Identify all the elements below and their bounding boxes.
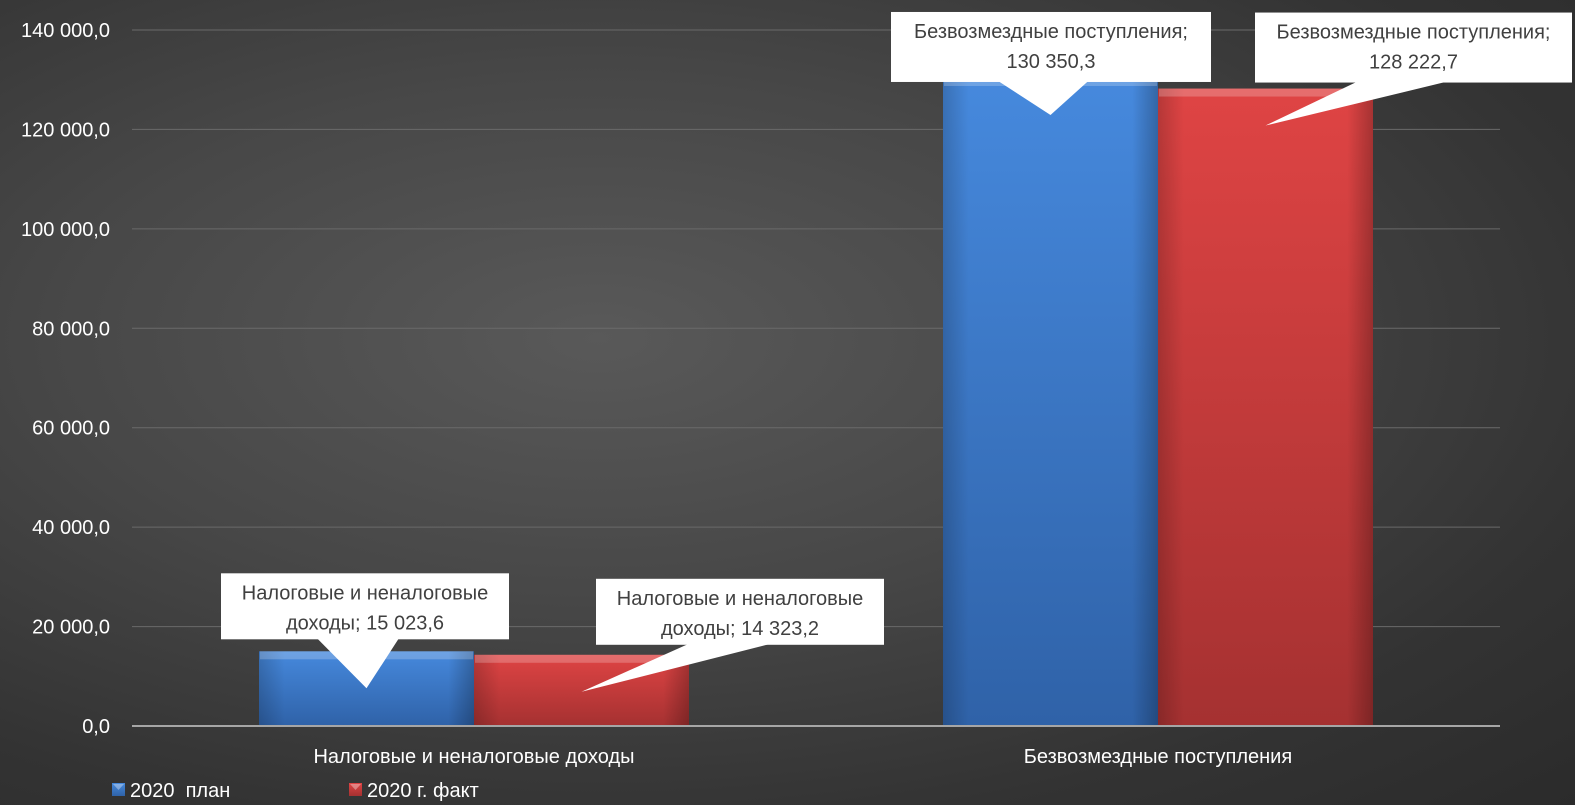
data-label-1-1: Безвозмездные поступления; 128 222,7: [1255, 12, 1572, 126]
legend-swatch: [112, 783, 125, 796]
y-tick-label: 80 000,0: [32, 318, 110, 340]
callout-pointer: [996, 79, 1090, 115]
x-axis-category-labels: Налоговые и неналоговые доходы Безвозмезд…: [313, 746, 1292, 768]
callout-text: 130 350,3: [1007, 51, 1096, 73]
callout-text: доходы; 15 023,6: [286, 612, 444, 634]
callout-text: Безвозмездные поступления;: [914, 21, 1188, 43]
callout-text: 128 222,7: [1369, 52, 1458, 74]
bar-shade: [1158, 88, 1373, 727]
y-tick-label: 0,0: [82, 716, 110, 738]
callout-text: Налоговые и неналоговые: [242, 582, 488, 604]
legend-label: 2020 г. факт: [367, 780, 479, 802]
y-tick-label: 20 000,0: [32, 617, 110, 639]
data-label-1-0: Налоговые и неналоговые доходы; 14 323,2: [581, 578, 884, 692]
bar-top-bevel: [475, 654, 688, 663]
legend-item-0: 2020 план: [112, 780, 230, 802]
callout-pointer: [316, 637, 400, 689]
gridlines: [132, 29, 1500, 628]
legend-swatch-bevel: [350, 784, 361, 790]
callout-text: доходы; 14 323,2: [661, 618, 819, 640]
bar-top-bevel: [1159, 88, 1372, 97]
callout-box: [891, 11, 1211, 82]
y-tick-label: 60 000,0: [32, 418, 110, 440]
callout-box: [596, 578, 884, 645]
category-label: Безвозмездные поступления: [1024, 746, 1292, 768]
callout-pointer: [1265, 80, 1452, 126]
callout-text: Безвозмездные поступления;: [1277, 22, 1551, 44]
y-tick-label: 140 000,0: [21, 20, 110, 42]
data-label-0-1: Безвозмездные поступления; 130 350,3: [891, 11, 1211, 115]
bar-shade: [943, 77, 1158, 727]
callout-box: [1255, 12, 1572, 83]
legend-item-1: 2020 г. факт: [349, 780, 479, 802]
category-label: Налоговые и неналоговые доходы: [313, 746, 634, 768]
legend-label: 2020 план: [130, 780, 230, 802]
bar-1-1: [1158, 88, 1373, 727]
callout-box: [221, 573, 509, 640]
legend: 2020 план 2020 г. факт: [112, 780, 479, 802]
y-tick-label: 100 000,0: [21, 219, 110, 241]
y-tick-label: 120 000,0: [21, 119, 110, 141]
bar-0-1: [943, 77, 1158, 727]
data-label-0-0: Налоговые и неналоговые доходы; 15 023,6: [221, 573, 509, 689]
callout-pointer: [581, 642, 775, 692]
callout-text: Налоговые и неналоговые: [617, 588, 863, 610]
y-tick-label: 40 000,0: [32, 517, 110, 539]
y-axis-tick-labels: 0,0 20 000,0 40 000,0 60 000,0 80 000,0 100 0…: [21, 20, 110, 738]
legend-swatch: [349, 783, 362, 796]
legend-swatch-bevel: [113, 784, 124, 790]
